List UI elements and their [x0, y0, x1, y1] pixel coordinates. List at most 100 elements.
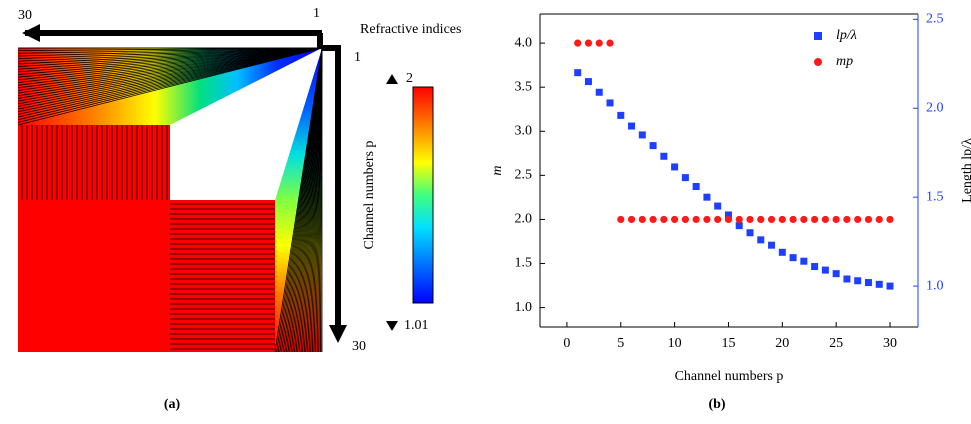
channel-line: [274, 47, 323, 353]
point: [746, 229, 754, 237]
x-tick-label: 30: [883, 336, 897, 351]
channel-line: [17, 47, 323, 107]
channel-line: [17, 47, 323, 105]
panel-label: (a): [164, 397, 181, 412]
channel-line: [17, 47, 323, 97]
x-tick-label: 0: [563, 336, 570, 351]
channel-line: [17, 47, 323, 83]
point: [724, 211, 732, 219]
channel-line: [17, 47, 323, 70]
channel-line: [17, 47, 323, 123]
point: [768, 241, 776, 249]
point: [649, 215, 657, 224]
y-tick-label: 3.5: [515, 79, 533, 94]
x-axis-label: Channel numbers p: [675, 369, 784, 384]
x-tick-label: 5: [617, 336, 624, 351]
point: [767, 215, 776, 224]
point: [789, 254, 797, 262]
point: [692, 215, 700, 224]
channel-line: [17, 47, 323, 54]
point: [757, 215, 765, 224]
point: [724, 215, 733, 224]
point: [832, 270, 840, 278]
point: [875, 215, 883, 224]
point: [617, 111, 625, 119]
triangle-down: [386, 321, 398, 331]
channel-line: [17, 47, 323, 121]
point: [595, 39, 603, 47]
channel-line: [17, 47, 323, 57]
y-tick-label: 2.0: [515, 212, 533, 227]
legend-label: lp/λ: [836, 28, 857, 43]
point: [821, 266, 829, 274]
channel-line: [17, 47, 323, 67]
red-block: [170, 200, 275, 352]
point: [671, 215, 679, 224]
channel-line: [17, 47, 323, 52]
y2-tick-label: 2.5: [926, 12, 944, 27]
point: [638, 215, 646, 224]
x-tick-label: 25: [829, 336, 843, 351]
point: [811, 263, 819, 271]
y2-tick-label: 1.0: [926, 278, 944, 293]
label: 30: [18, 8, 32, 23]
channel-line: [17, 47, 323, 102]
point: [746, 215, 754, 224]
point: [832, 215, 840, 224]
point: [864, 279, 872, 287]
point: [703, 215, 711, 224]
point: [584, 39, 593, 47]
point: [692, 183, 700, 191]
point: [574, 39, 582, 47]
y2-axis-label: Length lp/λ: [960, 138, 971, 203]
colorbar: [412, 86, 434, 304]
x-tick-label: 15: [721, 336, 735, 351]
arrowhead: [22, 24, 40, 42]
point: [843, 215, 851, 224]
colorbar-title: Refractive indices: [360, 22, 461, 37]
point: [595, 88, 603, 96]
point: [757, 236, 765, 244]
point: [660, 215, 668, 224]
legend-label: mp: [836, 54, 853, 69]
y-tick-label: 1.5: [515, 256, 533, 271]
point: [574, 69, 582, 77]
y-axis-label: m: [490, 165, 505, 175]
arrowhead: [329, 325, 347, 343]
point: [606, 99, 614, 107]
point: [714, 202, 722, 210]
channel-line: [17, 47, 323, 60]
label: 30: [352, 339, 366, 354]
point: [778, 248, 786, 256]
point: [778, 215, 786, 224]
point: [671, 163, 679, 171]
panel-label: (b): [708, 397, 725, 412]
side-label: Channel numbers p: [362, 141, 377, 250]
point: [681, 215, 689, 224]
channel-line: [17, 47, 323, 99]
point: [735, 215, 743, 224]
y-tick-label: 3.0: [515, 123, 533, 138]
channel-line: [17, 47, 323, 73]
colorbar-min: 1.01: [404, 318, 429, 333]
y-tick-label: 1.0: [515, 300, 533, 315]
legend-marker: [814, 32, 822, 40]
triangle-up: [386, 74, 398, 84]
y2-tick-label: 1.5: [926, 189, 944, 204]
point: [886, 215, 894, 224]
x-tick-label: 20: [775, 336, 789, 351]
point: [864, 215, 873, 224]
point: [875, 280, 883, 288]
channel-line: [17, 47, 323, 126]
channel-line: [17, 47, 323, 94]
channel-line: [17, 47, 323, 89]
channel-line: [17, 47, 323, 115]
x-tick-label: 10: [668, 336, 682, 351]
point: [854, 277, 862, 285]
point: [606, 39, 614, 47]
legend-marker: [814, 58, 822, 66]
channel-line: [17, 47, 323, 75]
point: [789, 215, 797, 224]
point: [660, 152, 668, 160]
